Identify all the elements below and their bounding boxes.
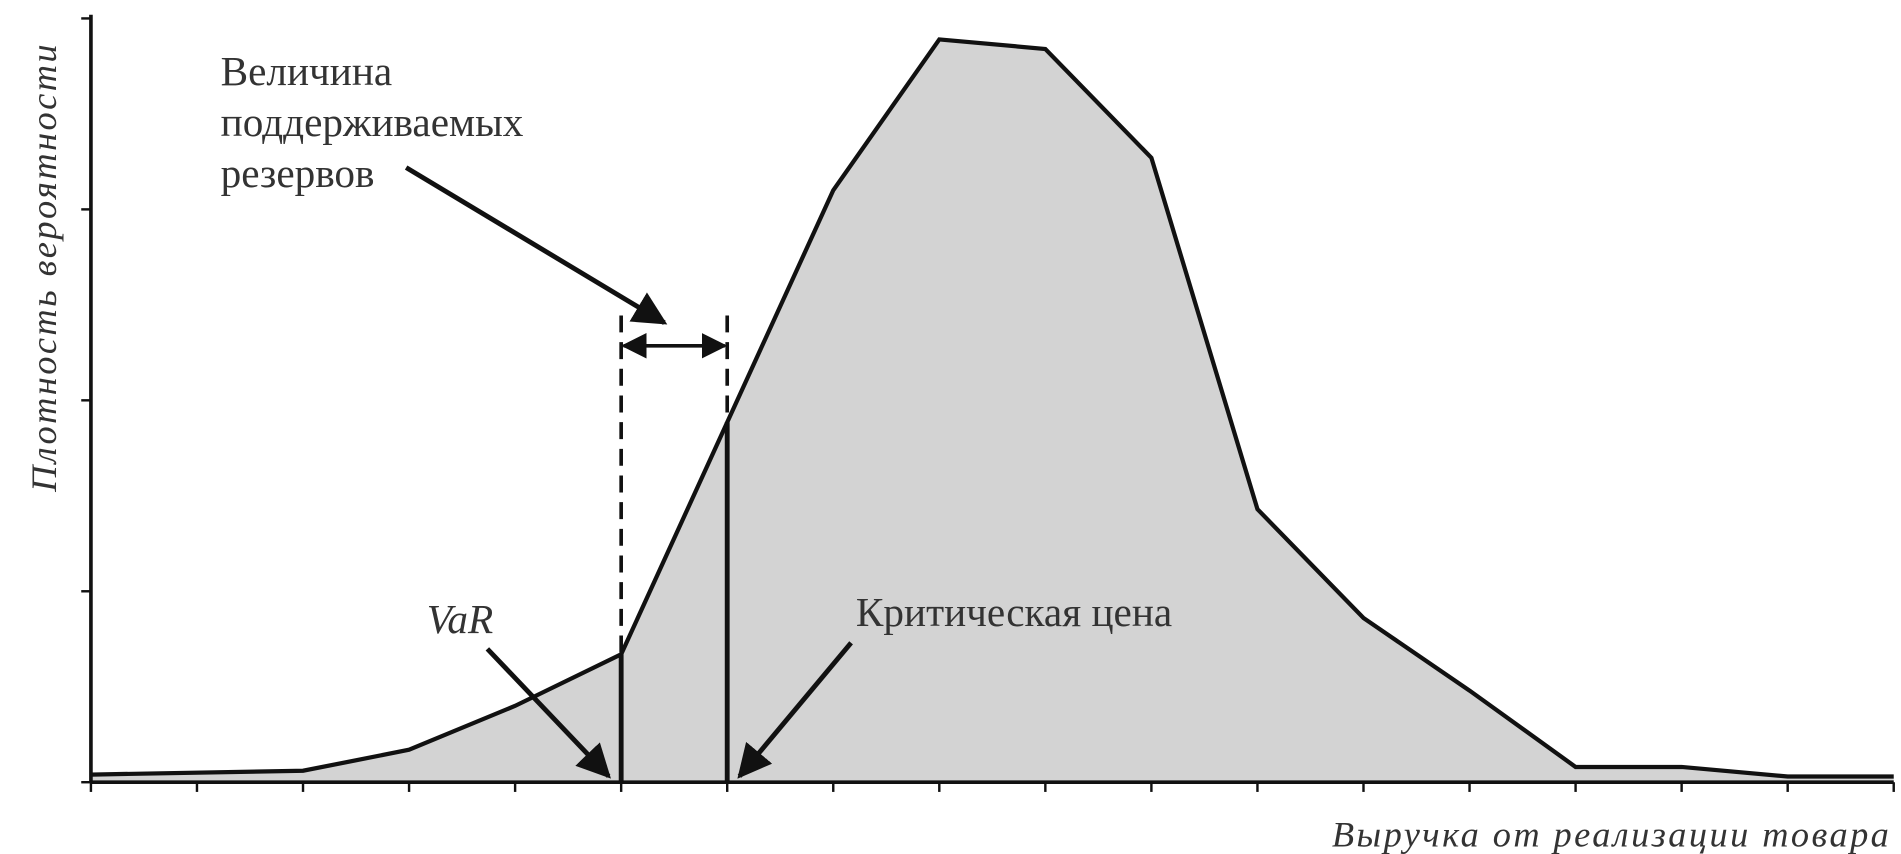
plot-area [81, 14, 1895, 792]
var-label: VaR [427, 596, 493, 642]
x-axis-label: Выручка от реализации товара [1332, 814, 1891, 854]
critical-price-label: Критическая цена [856, 589, 1172, 635]
density-line [90, 37, 1894, 779]
y-axis-label: Плотность вероятности [24, 42, 64, 493]
reserve-label-line: поддерживаемых [221, 99, 524, 145]
reserve-label-line: резервов [221, 150, 375, 196]
critical-arrow [737, 641, 853, 779]
reserve-arrow [404, 165, 668, 325]
density-area [90, 39, 1894, 783]
var-arrow [485, 647, 611, 779]
reserve-label-line: Величина [221, 48, 393, 94]
